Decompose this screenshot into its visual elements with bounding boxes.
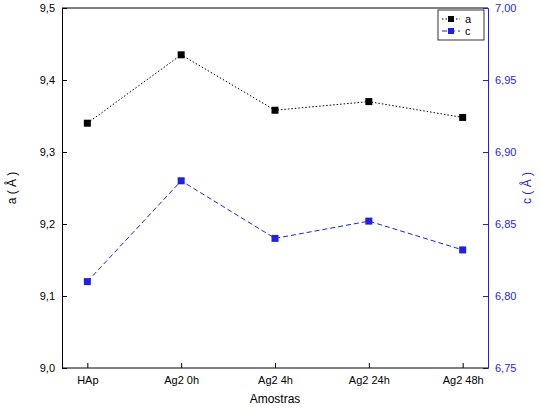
x-axis-title: Amostras	[250, 392, 301, 406]
y-tick-label: 9,5	[40, 2, 55, 14]
y-tick-mark	[62, 296, 67, 297]
y2-axis-title: c ( Å )	[519, 172, 534, 204]
frame	[62, 8, 488, 9]
x-axis: HAp Ag2 0h Ag2 4h Ag2 24h Ag2 48h	[62, 363, 488, 386]
y2-tick: 6,85	[483, 218, 516, 230]
y2-tick: 6,75	[483, 362, 516, 374]
y-tick-label: 9,3	[40, 146, 55, 158]
y2-tick: 6,95	[483, 74, 516, 86]
y-axis-line	[63, 9, 68, 369]
x-tick-mark	[87, 363, 88, 368]
series-line	[87, 55, 462, 123]
y2-tick: 7,00	[483, 2, 516, 14]
marker	[84, 120, 91, 127]
legend: ac	[438, 10, 484, 40]
y-tick-mark	[62, 224, 67, 225]
legend-marker	[448, 28, 454, 34]
x-tick-label: Ag2 0h	[164, 374, 199, 386]
x-tick: Ag2 4h	[258, 363, 293, 386]
x-tick-mark	[275, 363, 276, 368]
chart: 9,0 9,1 9,2 9,3 9,4 9,5 6,75 6,80 6,85 6,90 6,95 7,…	[0, 0, 541, 408]
legend-label: a	[465, 13, 472, 25]
y-tick: 9,5	[40, 2, 67, 14]
x-tick-label: Ag2 48h	[443, 374, 484, 386]
x-tick: Ag2 0h	[164, 363, 199, 386]
marker	[365, 98, 372, 105]
legend-marker	[448, 16, 454, 22]
x-tick-label: HAp	[77, 374, 98, 386]
legend-label: c	[465, 25, 471, 37]
marker	[178, 177, 185, 184]
y2-tick: 6,80	[483, 290, 516, 302]
y2-tick-mark	[483, 80, 488, 81]
y-tick-label: 9,1	[40, 290, 55, 302]
series-line	[87, 181, 462, 282]
y2-tick-label: 6,75	[495, 362, 516, 374]
y2-tick-label: 6,95	[495, 74, 516, 86]
y2-tick-mark	[483, 8, 488, 9]
x-tick-label: Ag2 24h	[349, 374, 390, 386]
y2-tick-label: 6,90	[495, 146, 516, 158]
x-tick-mark	[463, 363, 464, 368]
y-tick-label: 9,4	[40, 74, 55, 86]
marker	[459, 246, 466, 253]
series-group	[84, 51, 466, 285]
y-tick-mark	[62, 152, 67, 153]
plot: 9,0 9,1 9,2 9,3 9,4 9,5 6,75 6,80 6,85 6,90 6,95 7,…	[40, 2, 517, 386]
y-tick: 9,1	[40, 290, 67, 302]
x-tick: HAp	[77, 363, 98, 386]
y2-axis: 6,75 6,80 6,85 6,90 6,95 7,00	[483, 2, 516, 374]
y2-tick-label: 7,00	[495, 2, 516, 14]
y-tick-mark	[62, 80, 67, 81]
marker	[272, 235, 279, 242]
marker	[272, 107, 279, 114]
y2-tick: 6,90	[483, 146, 516, 158]
marker	[84, 278, 91, 285]
x-tick: Ag2 24h	[349, 363, 390, 386]
y-tick-mark	[62, 8, 67, 9]
y2-tick-mark	[483, 296, 488, 297]
y-tick-label: 9,2	[40, 218, 55, 230]
marker	[459, 114, 466, 121]
x-tick-mark	[181, 363, 182, 368]
x-tick-label: Ag2 4h	[258, 374, 293, 386]
y-tick-label: 9,0	[40, 362, 55, 374]
y-tick: 9,3	[40, 146, 67, 158]
y-tick: 9,4	[40, 74, 67, 86]
legend-box	[438, 10, 484, 40]
y2-tick-label: 6,80	[495, 290, 516, 302]
y-tick: 9,2	[40, 218, 67, 230]
x-tick: Ag2 48h	[443, 363, 484, 386]
marker	[365, 218, 372, 225]
y-axis-title: a ( Å )	[4, 172, 19, 205]
marker	[178, 51, 185, 58]
y2-axis-line	[483, 9, 489, 369]
x-tick-mark	[369, 363, 370, 368]
y2-tick-mark	[483, 152, 488, 153]
y2-tick-mark	[483, 224, 488, 225]
y2-tick-label: 6,85	[495, 218, 516, 230]
y-axis: 9,0 9,1 9,2 9,3 9,4 9,5	[40, 2, 67, 374]
